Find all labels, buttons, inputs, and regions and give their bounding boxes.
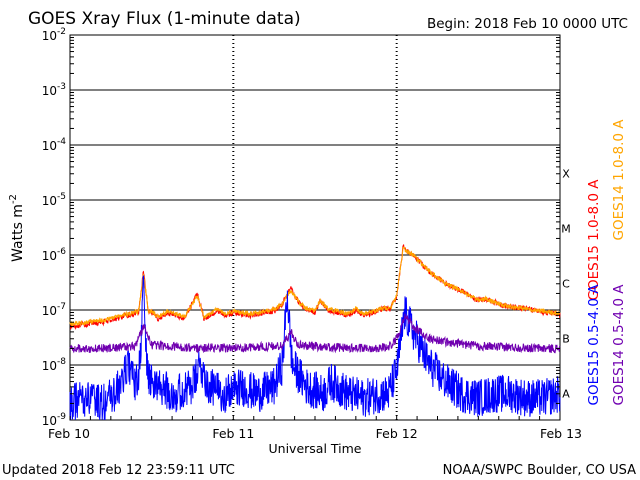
y-tick-base-6: 10 — [42, 359, 57, 373]
x-tick-label-1: Feb 11 — [212, 426, 254, 441]
y-tick-base-2: 10 — [42, 139, 57, 153]
legend-goes15-long: GOES15 1.0-8.0 A — [586, 179, 602, 301]
x-tick-label-0: Feb 10 — [48, 426, 90, 441]
y-tick-label-1: 10-3 — [42, 82, 66, 98]
y-tick-label-5: 10-7 — [42, 302, 66, 318]
flare-class-M: M — [561, 223, 571, 236]
y-tick-exp-6: -8 — [57, 357, 66, 367]
y-tick-exp-5: -7 — [57, 302, 66, 312]
y-tick-base-1: 10 — [42, 84, 57, 98]
y-tick-label-2: 10-4 — [42, 137, 67, 153]
begin-label: Begin: 2018 Feb 10 0000 UTC — [427, 16, 628, 32]
y-axis-label-base: Watts m — [10, 204, 26, 262]
y-tick-base-4: 10 — [42, 249, 57, 263]
updated-timestamp: Updated 2018 Feb 12 23:59:11 UTC — [2, 463, 235, 478]
chart-title: GOES Xray Flux (1-minute data) — [28, 9, 301, 29]
flare-class-C: C — [562, 278, 570, 291]
x-tick-label-3: Feb 13 — [540, 426, 582, 441]
y-tick-base-0: 10 — [42, 29, 57, 43]
legend-goes14-long: GOES14 1.0-8.0 A — [611, 119, 627, 241]
flare-class-A: A — [562, 388, 570, 401]
flare-class-B: B — [562, 333, 570, 346]
y-axis-label-exp: -2 — [8, 194, 19, 204]
y-tick-base-3: 10 — [42, 194, 57, 208]
y-tick-exp-2: -4 — [57, 137, 66, 147]
x-axis-label: Universal Time — [269, 441, 362, 456]
y-tick-exp-7: -9 — [57, 412, 66, 422]
y-tick-exp-1: -3 — [57, 82, 66, 92]
y-tick-exp-0: -2 — [57, 27, 66, 37]
y-tick-base-7: 10 — [42, 414, 57, 428]
y-tick-label-6: 10-8 — [42, 357, 67, 373]
y-tick-exp-3: -5 — [57, 192, 66, 202]
series-layer — [69, 244, 561, 421]
series-line-1 — [69, 246, 561, 328]
y-tick-exp-4: -6 — [57, 247, 66, 257]
flare-class-X: X — [562, 168, 570, 181]
legend-goes14-short: GOES14 0.5-4.0 A — [611, 284, 627, 406]
x-axis-ticks: Feb 10 Feb 11 Feb 12 Feb 13 — [48, 416, 582, 441]
y-tick-base-5: 10 — [42, 304, 57, 318]
y-axis-ticks: 10-210-310-410-510-610-710-810-9 — [42, 27, 560, 428]
y-axis-label: Watts m-2 — [8, 194, 26, 262]
x-tick-label-2: Feb 12 — [376, 426, 418, 441]
series-line-3 — [69, 313, 561, 354]
y-tick-label-4: 10-6 — [42, 247, 67, 263]
y-tick-label-7: 10-9 — [42, 412, 67, 428]
flare-class-labels: X M C B A — [561, 168, 571, 401]
credit: NOAA/SWPC Boulder, CO USA — [443, 463, 636, 478]
legend-goes15-short: GOES15 0.5-4.0 A — [586, 284, 602, 406]
series-line-2 — [69, 275, 561, 421]
y-tick-label-0: 10-2 — [42, 27, 66, 43]
y-tick-label-3: 10-5 — [42, 192, 66, 208]
